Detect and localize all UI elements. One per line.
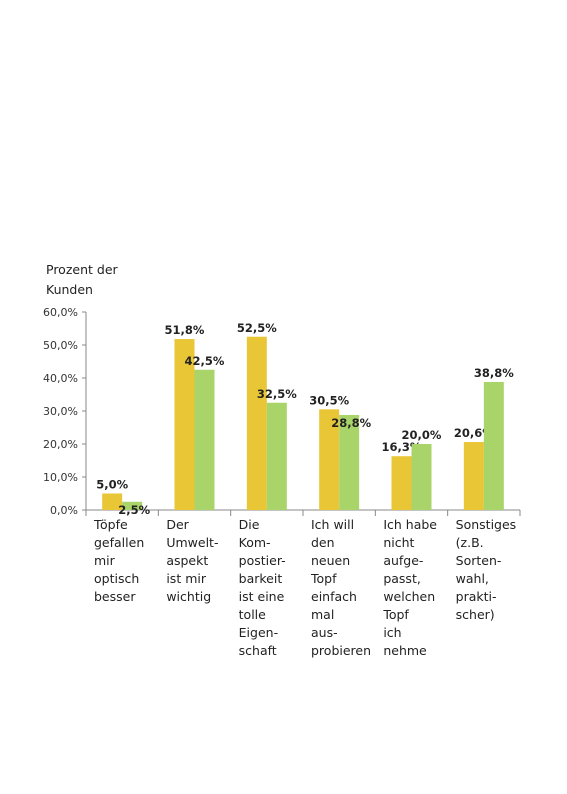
data-label: 42,5%	[185, 354, 225, 368]
x-tick-label-line: ist mir	[166, 571, 206, 586]
bar-series-1	[463, 442, 484, 510]
x-tick-label-line: aus-	[311, 625, 338, 640]
x-tick-label-line: ist eine	[238, 589, 285, 604]
data-label: 51,8%	[165, 323, 205, 337]
x-tick-label-line: (z.B.	[455, 535, 484, 550]
x-tick-label-line: wahl,	[455, 571, 489, 586]
data-label: 5,0%	[96, 478, 128, 492]
x-tick-label-line: passt,	[383, 571, 421, 586]
x-tick-label-line: Ich will	[311, 517, 355, 532]
x-tick-label-line: Topf	[383, 607, 409, 622]
x-tick-label-line: neuen	[311, 553, 351, 568]
x-tick-label-line: Töpfe	[94, 517, 128, 532]
y-axis-title-line-2: Kunden	[46, 282, 93, 297]
x-tick-label-line: wichtig	[166, 589, 212, 604]
y-axis-title: Prozent der Kunden	[46, 260, 118, 300]
x-tick-label-line: Ich habe	[383, 517, 437, 532]
x-tick-label-line: probieren	[311, 643, 372, 658]
x-tick-label-line: gefallen	[94, 535, 145, 550]
x-tick-label-line: nehme	[383, 643, 427, 658]
y-tick-label: 40,0%	[43, 372, 78, 385]
bar-series-2	[266, 402, 287, 510]
x-tick-label-line: Der	[166, 517, 189, 532]
bar-series-1	[174, 339, 195, 510]
data-label: 38,8%	[474, 366, 514, 380]
x-tick-label: Ich will den neuen Topf einfach mal aus-probie…	[311, 516, 381, 660]
y-tick-label: 60,0%	[43, 306, 78, 319]
x-tick-label: Ich habe nicht aufge-passt, welchen Topf ich n…	[383, 516, 453, 660]
y-tick-label: 30,0%	[43, 405, 78, 418]
x-tick-label-line: Umwelt-	[166, 535, 219, 550]
x-tick-label-line: ich	[383, 625, 402, 640]
x-tick-label-line: Sonstiges	[455, 517, 517, 532]
x-tick-label: Töpfe gefallen mir optisch besser	[94, 516, 164, 606]
x-tick-label-line: scher)	[455, 607, 495, 622]
data-label: 32,5%	[257, 387, 297, 401]
x-tick-label: Der Umwelt-aspekt ist mir wichtig	[166, 516, 236, 606]
x-tick-label: Sonstiges (z.B. Sorten-wahl, prakti-scher)	[456, 516, 526, 624]
x-tick-label-line: nicht	[383, 535, 415, 550]
data-label: 52,5%	[237, 321, 277, 335]
x-tick-label-line: schaft	[238, 643, 277, 658]
y-tick-label: 50,0%	[43, 339, 78, 352]
x-tick-label-line: optisch	[94, 571, 140, 586]
x-tick-label-line: Die	[238, 517, 260, 532]
data-label: 28,8%	[331, 416, 371, 430]
x-tick-label-line: prakti-	[455, 589, 497, 604]
bar-series-1	[391, 456, 412, 510]
y-tick-label: 20,0%	[43, 438, 78, 451]
x-tick-label-line: besser	[94, 589, 136, 604]
bar-series-2	[483, 381, 504, 510]
x-tick-label-line: einfach	[311, 589, 357, 604]
bar-series-1	[246, 336, 267, 510]
bar-series-2	[194, 369, 215, 510]
x-tick-label-line: postier-	[238, 553, 286, 568]
y-tick-label: 10,0%	[43, 471, 78, 484]
x-tick-label-line: aspekt	[166, 553, 209, 568]
bar-series-1	[102, 493, 123, 510]
data-label: 30,5%	[309, 393, 349, 407]
data-label: 20,0%	[402, 428, 442, 442]
bar-series-2	[122, 501, 143, 510]
x-tick-label-line: barkeit	[238, 571, 283, 586]
bar-series-2	[411, 444, 432, 510]
x-tick-label-line: Topf	[311, 571, 337, 586]
x-tick-label-line: den	[311, 535, 335, 550]
x-tick-label-line: Kom-	[238, 535, 271, 550]
x-tick-label-line: Sorten-	[455, 553, 502, 568]
x-tick-label: Die Kom-postier-barkeit ist eine tolle Eigen…	[239, 516, 309, 660]
y-tick-label: 0,0%	[50, 504, 78, 517]
bar-series-2	[339, 414, 360, 510]
x-tick-label-line: mal	[311, 607, 335, 622]
y-axis-title-line-1: Prozent der	[46, 262, 118, 277]
x-tick-label-line: welchen	[383, 589, 436, 604]
x-tick-label-line: aufge-	[383, 553, 424, 568]
data-label: 2,5%	[118, 503, 150, 517]
x-tick-label-line: Eigen-	[238, 625, 279, 640]
x-tick-label-line: mir	[94, 553, 115, 568]
x-tick-label-line: tolle	[238, 607, 266, 622]
bar-series-1	[319, 409, 340, 510]
